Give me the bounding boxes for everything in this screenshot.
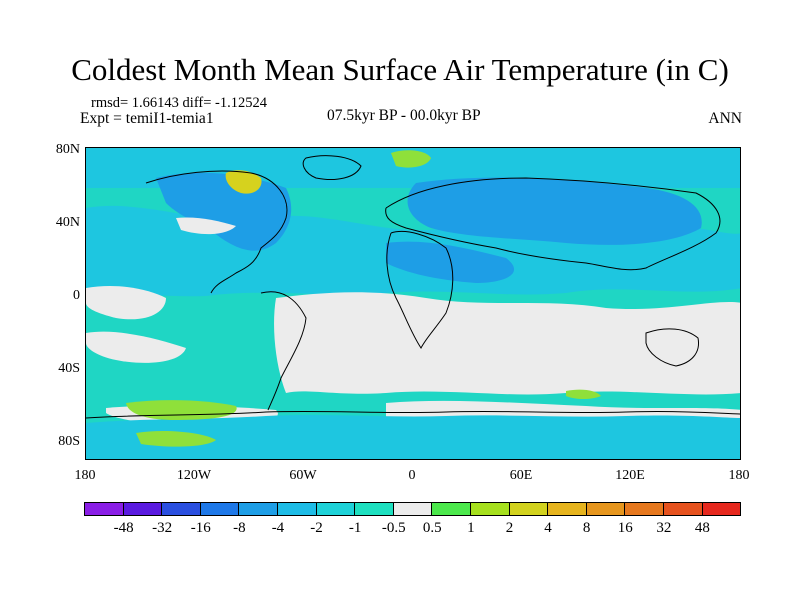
map-field <box>86 148 740 459</box>
colorbar-label: 16 <box>617 520 633 536</box>
coast-eurasia <box>385 177 721 271</box>
colorbar-swatch <box>547 502 587 516</box>
colorbar-swatch <box>585 502 626 516</box>
colorbar-label: 1 <box>467 520 475 536</box>
plot-title: Coldest Month Mean Surface Air Temperatu… <box>71 52 729 87</box>
colorbar-label: 32 <box>656 520 672 536</box>
colorbar-swatch <box>84 502 124 516</box>
colorbar-swatch <box>508 502 549 516</box>
field-africa-north <box>386 241 515 283</box>
colorbar-swatch <box>315 502 356 516</box>
coastlines <box>86 155 740 419</box>
experiment-label: Expt = temiI1-temia1 <box>80 110 214 127</box>
colorbar-label: -1 <box>348 520 362 536</box>
colorbar-label: -8 <box>233 520 246 536</box>
coast-south-america <box>260 291 307 411</box>
colorbar-swatch <box>122 502 163 516</box>
coast-africa <box>386 231 454 349</box>
x-tick-label: 0 <box>408 468 416 483</box>
coast-antarctica <box>86 410 740 419</box>
field-white-pacific-s <box>86 331 186 363</box>
colorbar-label: -32 <box>152 520 173 536</box>
colorbar-swatch <box>469 502 510 516</box>
field-pos-arctic <box>391 150 431 168</box>
x-tick-label: 180 <box>728 468 750 483</box>
x-tick-label: 120W <box>176 468 212 483</box>
colorbar-label: -4 <box>271 520 285 536</box>
field-eurasia <box>407 177 702 245</box>
colorbar-label: -16 <box>190 520 211 536</box>
colorbar-label: -48 <box>113 520 134 536</box>
x-tick-label: 180 <box>74 468 96 483</box>
colorbar-swatch <box>701 502 742 516</box>
field-pos-indian <box>566 389 601 399</box>
field-white-pacific-n <box>86 286 166 320</box>
y-tick-label: 80S <box>58 434 80 449</box>
y-tick-label: 40S <box>58 361 80 376</box>
y-tick-label: 80N <box>55 142 80 157</box>
colorbar-swatch <box>662 502 703 516</box>
colorbar-swatch <box>354 502 394 516</box>
field-southern-white <box>274 292 740 395</box>
coast-north-america <box>145 170 288 294</box>
colorbar-label: 48 <box>694 520 710 536</box>
colorbar-swatch <box>431 502 471 516</box>
colorbar-swatch <box>161 502 201 516</box>
colorbar-label: 2 <box>505 520 514 536</box>
field-white-pacific-nw <box>176 217 236 235</box>
colorbar-label: -0.5 <box>381 520 406 536</box>
colorbar-swatch <box>276 502 317 516</box>
field-pos-hudson <box>225 170 262 194</box>
colorbar-label: 8 <box>582 520 591 536</box>
x-tick-label: 60E <box>509 468 533 483</box>
y-tick-label: 0 <box>73 288 80 303</box>
world-map <box>85 147 741 460</box>
colorbar-label: -2 <box>310 520 323 536</box>
colorbar <box>84 502 742 516</box>
coast-greenland <box>302 155 362 180</box>
period-label: 07.5kyr BP - 00.0kyr BP <box>327 107 481 124</box>
colorbar-swatch <box>392 502 433 516</box>
stats-text: rmsd= 1.66143 diff= -1.12524 <box>91 95 267 111</box>
field-antarctica <box>86 415 740 459</box>
x-tick-label: 60W <box>289 468 317 483</box>
field-namerica <box>156 172 292 251</box>
colorbar-swatch <box>624 502 664 516</box>
colorbar-label: 0.5 <box>422 520 442 536</box>
colorbar-swatch <box>238 502 278 516</box>
x-tick-label: 120E <box>615 468 645 483</box>
field-pos-antarctic-sw <box>136 430 216 447</box>
colorbar-label: 4 <box>544 520 552 536</box>
coast-australia <box>645 328 700 367</box>
y-tick-label: 40N <box>55 215 80 230</box>
colorbar-swatch <box>199 502 240 516</box>
season-label: ANN <box>708 110 742 127</box>
